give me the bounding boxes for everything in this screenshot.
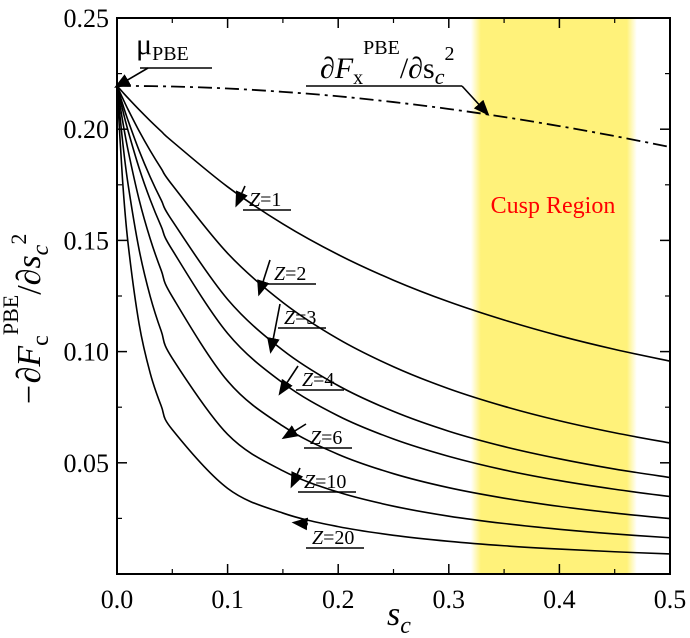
curve-label-z20: Z=20	[306, 527, 364, 549]
series-line-z1	[116, 85, 671, 362]
svg-text:∂FxPBE/∂sc2: ∂FxPBE/∂sc2	[320, 37, 454, 89]
y-axis-title: −∂FcPBE/∂sc2	[0, 234, 54, 407]
x-axis-title: sc	[387, 596, 411, 638]
label-arrow	[267, 303, 281, 354]
series-line-z6	[116, 85, 671, 520]
svg-text:sc: sc	[387, 596, 411, 638]
curve-label-z1: Z=1	[243, 189, 291, 211]
svg-text:μPBE: μPBE	[136, 28, 189, 65]
svg-text:Z=6: Z=6	[310, 427, 342, 449]
mu-pbe-label: μPBE	[114, 28, 212, 88]
series-line-z2	[116, 85, 671, 444]
y-tick-label: 0.25	[64, 4, 110, 33]
series-line-z4	[116, 85, 671, 498]
y-tick-label: 0.15	[64, 226, 110, 255]
svg-text:Z=10: Z=10	[304, 471, 346, 493]
y-tick-label: 0.20	[64, 115, 110, 144]
svg-text:Z=3: Z=3	[284, 307, 316, 329]
x-tick-label: 0.1	[211, 585, 244, 614]
y-tick-label: 0.10	[64, 338, 110, 367]
svg-text:Z=20: Z=20	[312, 527, 354, 549]
x-tick-label: 0.5	[654, 585, 687, 614]
curve-label-z10: Z=10	[298, 471, 356, 493]
label-arrow	[290, 467, 304, 489]
series-line-fx-pbe	[116, 84, 671, 148]
label-arrow	[278, 365, 299, 396]
curve-label-z6: Z=6	[304, 427, 352, 449]
fx-arrow	[461, 85, 490, 116]
cusp-region-label: Cusp Region	[491, 193, 616, 219]
label-arrow	[291, 517, 309, 531]
x-tick-label: 0.4	[543, 585, 576, 614]
x-tick-label: 0.3	[433, 585, 466, 614]
series-line-z3	[116, 85, 671, 479]
x-tick-label: 0.2	[322, 585, 355, 614]
svg-text:Z=4: Z=4	[302, 369, 334, 391]
svg-text:Z=2: Z=2	[274, 263, 306, 285]
fx-pbe-label: ∂FxPBE/∂sc2	[306, 37, 490, 116]
curve-label-z3: Z=3	[278, 307, 326, 329]
mu-arrow	[114, 67, 149, 88]
series-line-z20	[116, 85, 671, 555]
y-tick-label: 0.05	[64, 449, 110, 478]
x-tick-label: 0.0	[101, 585, 134, 614]
curve-label-z2: Z=2	[268, 263, 316, 285]
label-arrow	[281, 423, 307, 440]
curve-label-z4: Z=4	[296, 369, 344, 391]
svg-text:−∂FcPBE/∂sc2: −∂FcPBE/∂sc2	[0, 234, 54, 407]
label-arrow	[235, 185, 248, 208]
series-line-z10	[116, 85, 671, 539]
svg-text:Z=1: Z=1	[249, 189, 281, 211]
cusp-region	[470, 18, 637, 574]
label-arrow	[257, 259, 271, 297]
